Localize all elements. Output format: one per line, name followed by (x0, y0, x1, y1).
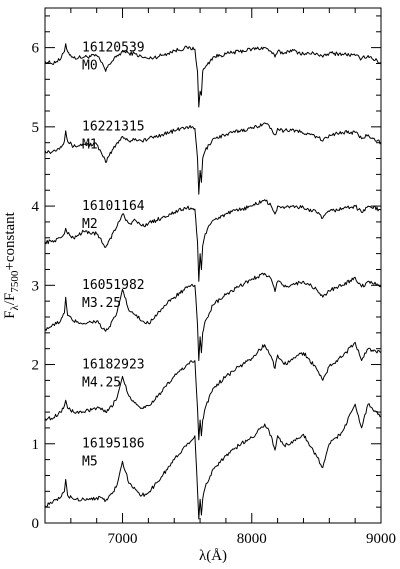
series-type-label: M3.25 (82, 296, 121, 311)
spectrum-line-16182923 (44, 341, 382, 441)
series-id-label: 16120539 (82, 40, 145, 55)
series-id-label: 16051982 (82, 278, 145, 293)
y-tick-label: 4 (32, 199, 40, 215)
series-id-label: 16101164 (82, 199, 145, 214)
y-axis-label: Fλ/F7500+constant (2, 211, 21, 318)
series-type-label: M2 (82, 217, 98, 232)
x-axis-label: λ(Å) (199, 548, 227, 564)
y-tick-label: 0 (32, 516, 40, 532)
spectrum-line-16101164 (44, 199, 382, 282)
series-id-label: 16182923 (82, 357, 145, 372)
x-tick-label: 7000 (108, 531, 138, 547)
spectrum-line-16120539 (44, 43, 382, 108)
series-type-label: M1 (82, 138, 98, 153)
y-tick-label: 1 (32, 437, 40, 453)
series-type-label: M4.25 (82, 375, 121, 390)
y-axis-label-text: Fλ/F7500+constant (2, 211, 21, 318)
series-type-label: M0 (82, 58, 98, 73)
x-tick-label: 8000 (237, 531, 267, 547)
y-tick-label: 5 (32, 120, 40, 136)
y-tick-label: 2 (32, 358, 40, 374)
series-type-label: M5 (82, 455, 98, 470)
x-axis: 7000 8000 9000 (44, 8, 396, 547)
spectrum-line-16195186 (44, 403, 382, 520)
series-id-label: 16195186 (82, 437, 145, 452)
series-labels: 16120539 M0 16221315 M1 16101164 M2 16051982 M3… (82, 40, 145, 469)
y-tick-label: 3 (32, 278, 40, 294)
spectrum-line-16051982 (44, 272, 382, 362)
plot-frame (44, 7, 382, 524)
spectrum-line-16221315 (44, 122, 382, 195)
x-tick-label: 9000 (366, 531, 396, 547)
series-id-label: 16221315 (82, 120, 145, 135)
y-tick-label: 6 (32, 41, 40, 57)
series-group (44, 43, 382, 520)
